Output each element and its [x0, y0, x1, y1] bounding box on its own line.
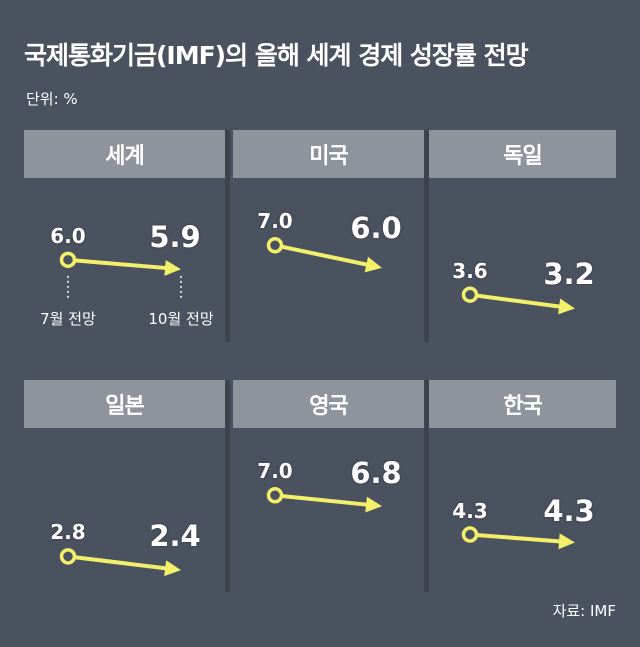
- arrow-head-series-1: [364, 256, 382, 273]
- start-point-series-1: [266, 237, 284, 254]
- start-point-series-4: [266, 487, 284, 504]
- panel-header: 한국: [429, 380, 616, 428]
- panel-divider: [225, 380, 230, 592]
- panel-series-0: 세계: [24, 130, 230, 342]
- start-value-label: 4.3: [452, 498, 488, 523]
- panel-header: 일본: [24, 380, 225, 428]
- arrow-line-series-4: [280, 494, 369, 507]
- panel-header: 영국: [233, 380, 424, 428]
- panel-header: 세계: [24, 130, 225, 178]
- arrow-head-series-2: [558, 298, 575, 315]
- unit-label: 단위: %: [26, 90, 78, 108]
- panel-series-2: 독일: [429, 130, 616, 342]
- period-label: 10월 전망: [148, 309, 214, 328]
- start-point-series-5: [461, 526, 479, 543]
- end-value-label: 5.9: [149, 220, 201, 255]
- panel-header: 미국: [233, 130, 424, 178]
- start-point-series-2: [461, 286, 479, 303]
- source-label: 자료: IMF: [552, 602, 616, 620]
- chart-title: 국제통화기금(IMF)의 올해 세계 경제 성장률 전망: [24, 41, 529, 70]
- arrow-head-series-5: [558, 533, 575, 550]
- end-value-label: 4.3: [543, 494, 595, 529]
- start-value-label: 2.8: [50, 520, 86, 545]
- end-value-label: 3.2: [543, 256, 595, 291]
- start-value-label: 7.0: [257, 209, 293, 234]
- end-value-label: 6.0: [350, 211, 402, 246]
- start-value-label: 7.0: [257, 459, 293, 484]
- panel-divider: [424, 380, 429, 592]
- panel-divider: [424, 130, 429, 342]
- arrow-line-series-1: [280, 244, 369, 267]
- start-point-series-0: [59, 251, 77, 269]
- start-point-series-3: [59, 548, 77, 565]
- arrow-head-series-3: [164, 560, 181, 577]
- panel-header: 독일: [429, 130, 616, 178]
- arrow-head-series-4: [365, 496, 382, 513]
- panel-series-5: 한국: [429, 380, 616, 592]
- arrow-line-series-3: [73, 555, 168, 571]
- arrow-line-series-2: [475, 293, 562, 309]
- panel-series-4: 영국: [233, 380, 429, 592]
- start-value-label: 3.6: [452, 258, 488, 283]
- panel-divider: [225, 130, 230, 342]
- start-value-label: 6.0: [50, 223, 86, 248]
- end-value-label: 6.8: [350, 456, 402, 491]
- arrow-line-series-5: [475, 533, 562, 544]
- period-label: 7월 전망: [40, 309, 96, 328]
- end-value-label: 2.4: [149, 518, 201, 553]
- panel-series-1: 미국: [233, 130, 429, 342]
- arrow-line-series-0: [73, 258, 168, 270]
- arrow-head-series-0: [164, 259, 181, 276]
- panel-series-3: 일본: [24, 380, 230, 592]
